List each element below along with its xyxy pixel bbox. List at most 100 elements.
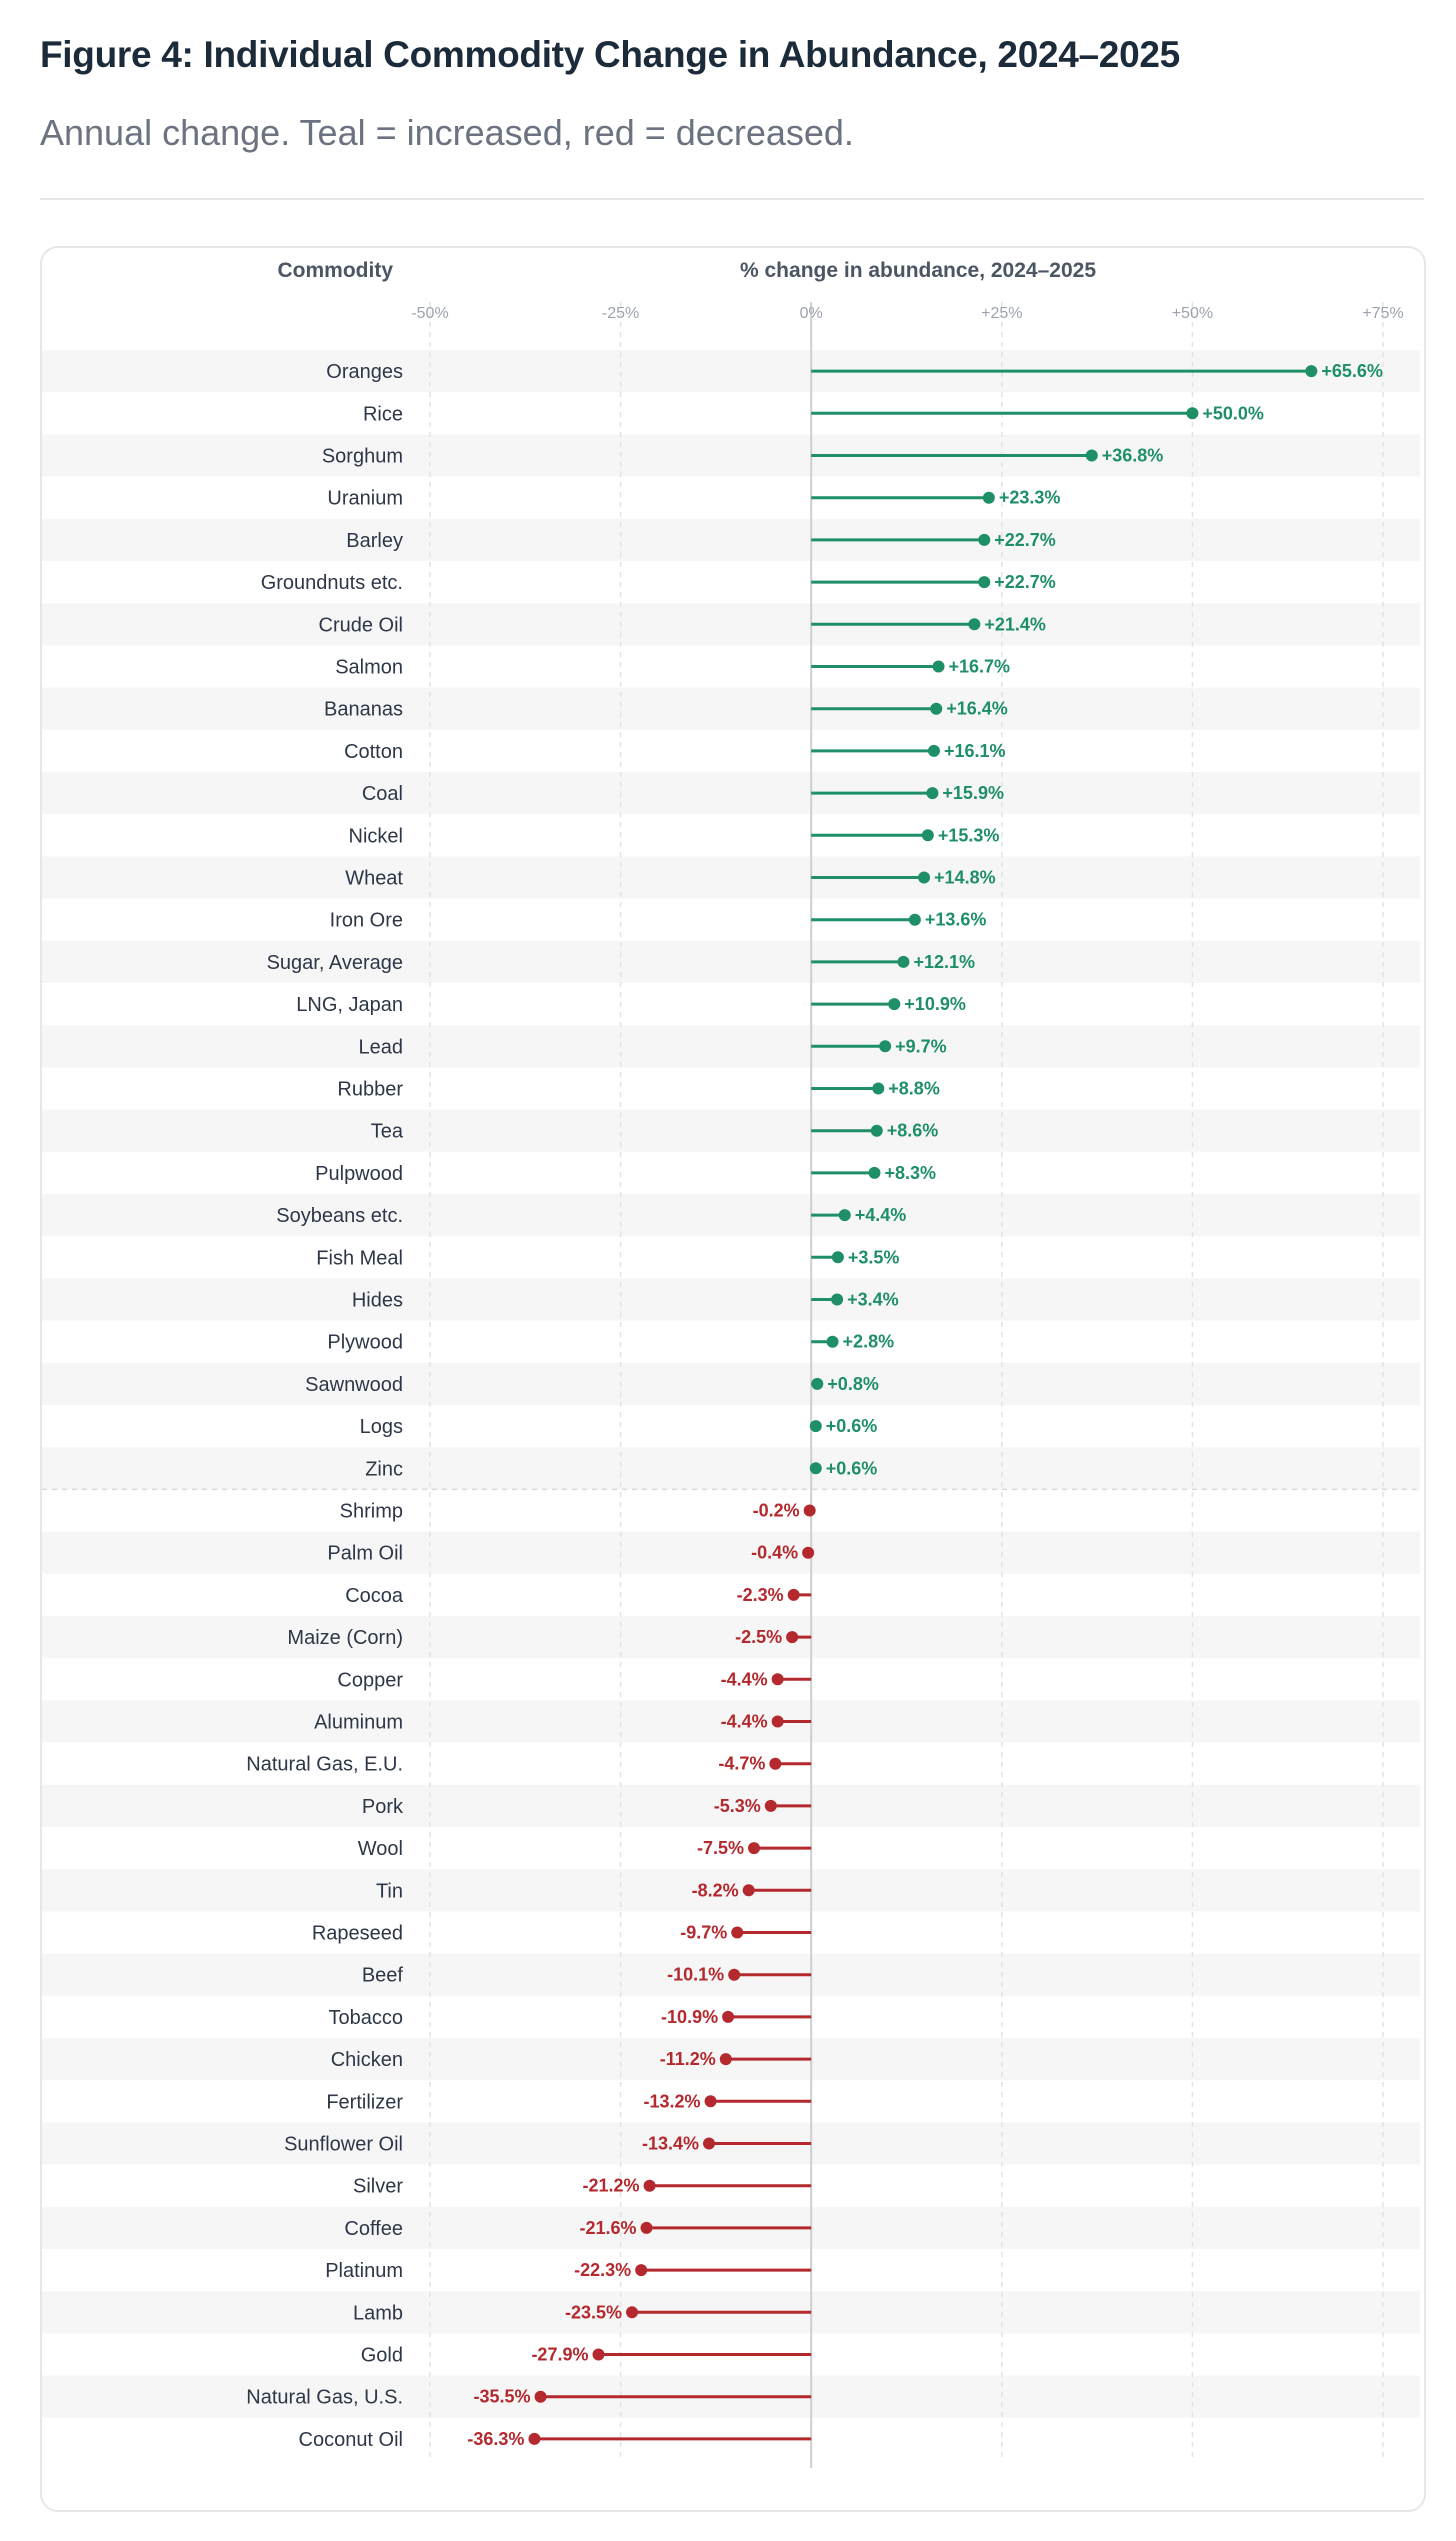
lollipop-dot bbox=[731, 1926, 744, 1939]
data-row: Lead +9.7% bbox=[359, 1036, 947, 1058]
lollipop-dot bbox=[888, 998, 901, 1011]
lollipop-dot bbox=[748, 1842, 761, 1855]
category-label: Rice bbox=[363, 403, 403, 425]
lollipop-dot bbox=[918, 871, 931, 884]
value-label: -23.5% bbox=[565, 2302, 622, 2322]
value-label: +9.7% bbox=[895, 1036, 947, 1056]
category-label: Platinum bbox=[325, 2260, 403, 2282]
value-label: +2.8% bbox=[843, 1332, 895, 1352]
data-row: Cotton +16.1% bbox=[344, 741, 1005, 763]
value-label: +16.4% bbox=[946, 699, 1008, 719]
row-band bbox=[42, 1531, 1420, 1574]
lollipop-dot bbox=[771, 1673, 784, 1686]
category-label: Fish Meal bbox=[316, 1247, 403, 1269]
page-subtitle: Annual change. Teal = increased, red = d… bbox=[40, 112, 854, 153]
category-label: Barley bbox=[346, 530, 403, 552]
value-label: +22.7% bbox=[994, 572, 1056, 592]
lollipop-dot bbox=[703, 2137, 716, 2150]
category-column-header: Commodity bbox=[278, 259, 394, 282]
value-label: -27.9% bbox=[531, 2345, 588, 2365]
lollipop-dot bbox=[927, 744, 940, 757]
x-tick-label: 0% bbox=[800, 305, 823, 322]
category-label: Iron Ore bbox=[330, 910, 403, 932]
category-label: Coffee bbox=[344, 2218, 403, 2240]
lollipop-dot bbox=[1085, 449, 1098, 462]
header-divider bbox=[40, 198, 1424, 200]
lollipop-dot bbox=[771, 1715, 784, 1728]
row-band bbox=[42, 1025, 1420, 1068]
value-label: -4.7% bbox=[718, 1754, 765, 1774]
value-label: +13.6% bbox=[925, 910, 987, 930]
data-row: Tobacco -10.9% bbox=[329, 2007, 812, 2029]
category-label: Maize (Corn) bbox=[287, 1627, 403, 1649]
category-label: Wool bbox=[358, 1838, 403, 1860]
lollipop-dot bbox=[826, 1335, 839, 1348]
data-marks: Oranges +65.6% Rice +50.0% Sorghum +36.8% Uran… bbox=[246, 361, 1383, 2451]
category-label: Gold bbox=[361, 2345, 403, 2367]
data-row: Barley +22.7% bbox=[346, 530, 1056, 552]
value-label: +21.4% bbox=[984, 614, 1046, 634]
data-row: LNG, Japan +10.9% bbox=[296, 994, 966, 1016]
data-row: Coal +15.9% bbox=[362, 783, 1004, 805]
lollipop-dot bbox=[1186, 407, 1199, 420]
row-band bbox=[42, 856, 1420, 899]
value-label: +16.1% bbox=[944, 741, 1006, 761]
row-band bbox=[42, 687, 1420, 730]
data-row: Crude Oil +21.4% bbox=[319, 614, 1046, 636]
data-row: Wool -7.5% bbox=[358, 1838, 812, 1860]
category-label: Lamb bbox=[353, 2302, 403, 2324]
value-label: +14.8% bbox=[934, 868, 996, 888]
x-tick-label: +25% bbox=[981, 305, 1022, 322]
lollipop-dot bbox=[870, 1124, 883, 1137]
lollipop-dot bbox=[908, 913, 921, 926]
value-label: -2.5% bbox=[735, 1627, 782, 1647]
value-label: +22.7% bbox=[994, 530, 1056, 550]
data-row: Sorghum +36.8% bbox=[322, 446, 1163, 468]
lollipop-dot bbox=[592, 2348, 605, 2361]
value-label: +8.3% bbox=[884, 1163, 936, 1183]
category-label: Coal bbox=[362, 783, 403, 805]
value-label: +8.8% bbox=[888, 1079, 940, 1099]
lollipop-dot bbox=[868, 1166, 881, 1179]
value-label: -22.3% bbox=[574, 2260, 631, 2280]
category-label: Soybeans etc. bbox=[276, 1205, 403, 1227]
row-band bbox=[42, 1447, 1420, 1490]
lollipop-dot bbox=[803, 1504, 816, 1517]
data-row: Bananas +16.4% bbox=[324, 699, 1008, 721]
data-row: Copper -4.4% bbox=[337, 1669, 812, 1691]
value-label: +65.6% bbox=[1321, 361, 1383, 381]
page-title: Figure 4: Individual Commodity Change in… bbox=[40, 34, 1180, 75]
value-label: -13.4% bbox=[642, 2134, 699, 2154]
lollipop-dot bbox=[722, 2010, 735, 2023]
value-label: +36.8% bbox=[1102, 446, 1164, 466]
lollipop-dot bbox=[802, 1546, 815, 1559]
data-row: Soybeans etc. +4.4% bbox=[276, 1205, 906, 1227]
category-label: Natural Gas, U.S. bbox=[246, 2387, 403, 2409]
data-row: Rubber +8.8% bbox=[337, 1079, 939, 1101]
value-label: +0.8% bbox=[827, 1374, 879, 1394]
category-label: Rapeseed bbox=[312, 1923, 403, 1945]
data-row: Lamb -23.5% bbox=[353, 2302, 812, 2324]
data-row: Pork -5.3% bbox=[362, 1796, 812, 1818]
category-label: Pork bbox=[362, 1796, 404, 1818]
lollipop-dot bbox=[626, 2306, 639, 2319]
value-label: -11.2% bbox=[660, 2049, 716, 2069]
value-label: +10.9% bbox=[904, 994, 966, 1014]
row-band bbox=[42, 1194, 1420, 1237]
x-tick-label: -25% bbox=[602, 305, 639, 322]
value-label: -7.5% bbox=[697, 1838, 744, 1858]
data-row: Uranium +23.3% bbox=[327, 488, 1060, 510]
category-label: Fertilizer bbox=[326, 2091, 403, 2113]
category-label: Beef bbox=[362, 1965, 404, 1987]
row-band bbox=[42, 1700, 1420, 1743]
value-label: -2.3% bbox=[737, 1585, 784, 1605]
category-label: Sorghum bbox=[322, 446, 403, 468]
data-row: Sunflower Oil -13.4% bbox=[284, 2134, 812, 2156]
data-row: Groundnuts etc. +22.7% bbox=[261, 572, 1056, 594]
data-row: Hides +3.4% bbox=[352, 1290, 899, 1312]
category-label: Chicken bbox=[331, 2049, 403, 2071]
lollipop-dot bbox=[930, 702, 943, 715]
row-band bbox=[42, 1616, 1420, 1659]
lollipop-dot bbox=[787, 1588, 800, 1601]
data-row: Natural Gas, E.U. -4.7% bbox=[246, 1754, 812, 1776]
